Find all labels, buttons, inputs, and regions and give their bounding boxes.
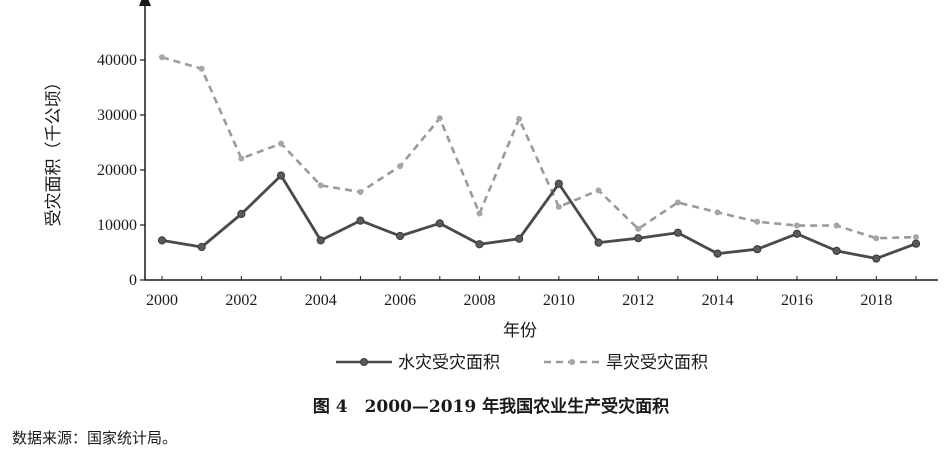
data-point-flood: [237, 209, 246, 219]
data-point-drought: [714, 209, 721, 216]
data-point-drought: [357, 189, 364, 195]
legend-label-drought: 旱灾受灾面积: [606, 353, 708, 373]
x-tick-label: 2002: [225, 292, 257, 309]
y-tick-label: 20000: [97, 162, 137, 179]
data-source-note: 数据来源：国家统计局。: [12, 429, 177, 447]
data-point-flood: [157, 236, 167, 245]
x-tick-group: 2000 2002 2004 2006 2008 2010 2012 2014 2016 2018: [146, 276, 917, 309]
data-point-flood: [713, 249, 722, 258]
data-point-flood: [792, 229, 802, 238]
data-point-flood: [475, 240, 484, 249]
data-point-flood: [356, 216, 365, 225]
data-point-drought: [397, 163, 404, 170]
x-tick-label: 2010: [543, 292, 575, 309]
x-tick-label: 2000: [146, 292, 178, 309]
y-tick-label: 30000: [97, 107, 137, 124]
data-point-drought: [595, 187, 602, 194]
data-point-flood: [753, 245, 762, 254]
x-tick-label: 2016: [781, 292, 813, 309]
data-point-flood: [316, 236, 325, 245]
y-tick-label: 0: [129, 272, 137, 289]
x-axis-label: 年份: [503, 321, 537, 341]
data-point-drought: [754, 218, 761, 225]
x-tick-label: 2014: [702, 292, 734, 309]
data-point-flood: [911, 239, 921, 248]
data-point-drought: [436, 115, 443, 122]
data-point-drought: [913, 234, 919, 241]
y-axis-label: 受灾面积（千公顷）: [44, 74, 64, 227]
data-point-drought: [238, 155, 245, 162]
data-point-drought: [873, 235, 880, 242]
data-point-drought: [635, 225, 642, 232]
legend: 水灾受灾面积 旱灾受灾面积: [336, 353, 708, 373]
y-tick-label: 10000: [97, 217, 137, 234]
x-tick-label: 2008: [463, 292, 495, 309]
data-point-flood: [673, 228, 682, 237]
data-point-flood: [594, 238, 603, 247]
data-point-flood: [396, 231, 405, 241]
data-point-drought: [278, 140, 285, 147]
data-point-drought: [159, 54, 165, 61]
series-line-flood: [161, 174, 917, 260]
y-tick-group: 0 10000 20000 30000 40000: [97, 52, 145, 289]
data-point-flood: [554, 179, 563, 188]
data-point-drought: [833, 222, 840, 229]
data-point-flood: [435, 219, 444, 228]
x-tick-label: 2006: [384, 292, 416, 309]
data-point-drought: [198, 65, 205, 72]
series-layer: [157, 54, 921, 263]
legend-marker-drought: [569, 359, 575, 365]
data-point-flood: [197, 242, 206, 252]
x-tick-label: 2012: [622, 292, 654, 309]
data-point-drought: [516, 115, 523, 122]
x-tick-label: 2004: [305, 292, 337, 309]
data-point-flood: [515, 234, 524, 243]
figure-caption: 图 4 2000—2019 年我国农业生产受灾面积: [313, 396, 669, 417]
data-point-drought: [476, 210, 483, 217]
legend-label-flood: 水灾受灾面积: [398, 353, 500, 373]
data-point-flood: [634, 234, 643, 243]
data-point-flood: [276, 171, 286, 180]
legend-marker-flood: [360, 358, 368, 366]
data-point-drought: [317, 182, 324, 189]
data-point-drought: [674, 199, 681, 206]
series-line-drought: [161, 56, 917, 240]
data-point-drought: [555, 203, 562, 210]
data-point-drought: [793, 222, 800, 229]
data-point-flood: [832, 246, 841, 255]
x-tick-label: 2018: [860, 292, 892, 309]
y-tick-label: 40000: [97, 52, 137, 69]
data-point-flood: [872, 254, 881, 263]
